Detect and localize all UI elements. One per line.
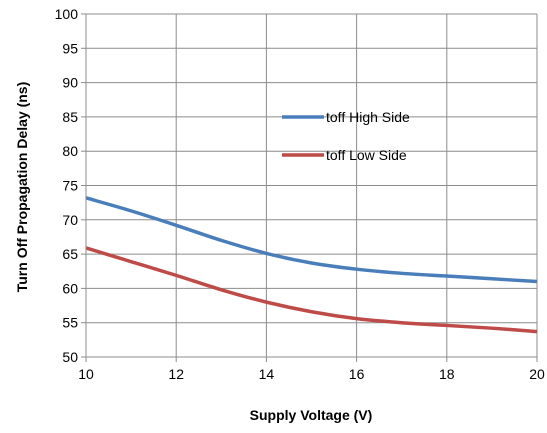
- y-tick-label: 60: [62, 280, 78, 296]
- x-tick-label: 10: [78, 366, 94, 382]
- y-tick-label: 50: [62, 349, 78, 365]
- x-tick-label: 14: [259, 366, 275, 382]
- y-tick-label: 95: [62, 40, 78, 56]
- y-tick-label: 80: [62, 143, 78, 159]
- axes: 50 55 60 65 70 75 80 85 90 95 100 10 12 14 16 18 20: [55, 6, 545, 382]
- x-tick-label: 20: [529, 366, 545, 382]
- legend-label: toff Low Side: [326, 147, 407, 163]
- y-tick-label: 55: [62, 315, 78, 331]
- x-tick-label: 18: [439, 366, 455, 382]
- y-tick-label: 65: [62, 246, 78, 262]
- y-tick-label: 75: [62, 178, 78, 194]
- x-axis-title: Supply Voltage (V): [250, 407, 373, 423]
- grid: [85, 13, 538, 358]
- series-line-low-side: [85, 246, 538, 334]
- legend: toff High Side toff Low Side: [282, 109, 410, 163]
- y-tick-label: 70: [62, 212, 78, 228]
- series-line-high-side: [85, 196, 538, 284]
- x-tick-label: 12: [168, 366, 184, 382]
- y-tick-label: 85: [62, 109, 78, 125]
- y-tick-label: 100: [55, 6, 79, 22]
- y-tick-label: 90: [62, 75, 78, 91]
- series-lines: [85, 196, 538, 334]
- legend-label: toff High Side: [326, 109, 410, 125]
- x-tick-label: 16: [349, 366, 365, 382]
- y-axis-title: Turn Off Propagation Delay (ns): [14, 82, 30, 293]
